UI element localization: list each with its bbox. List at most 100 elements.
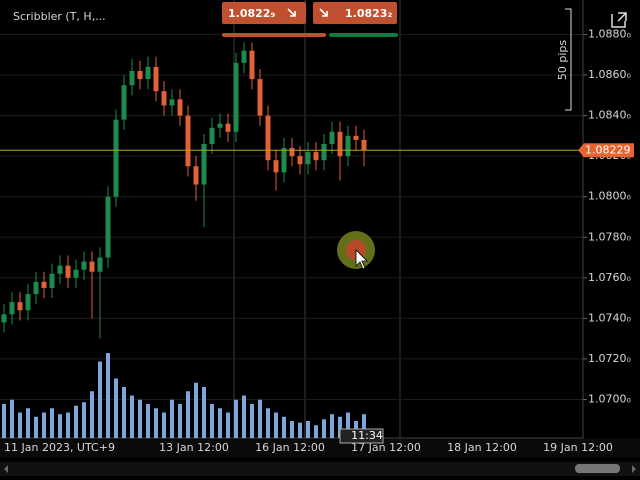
volume-bar (34, 416, 38, 438)
candle-body (25, 294, 31, 311)
y-tick-label: 1.0880₀ (588, 27, 631, 40)
candle-body (129, 70, 135, 86)
volume-bar (282, 416, 286, 438)
candle-body (65, 265, 71, 278)
candle-body (145, 66, 151, 80)
candle-body (273, 160, 279, 173)
mouse-pointer (355, 249, 368, 270)
candle-body (297, 156, 303, 165)
y-tick-label: 1.0760₀ (588, 271, 631, 284)
volume-bar (186, 391, 190, 438)
x-tick-label: 11 Jan 2023, UTC+9 (4, 441, 115, 454)
volume-bar (338, 416, 342, 438)
candle-body (177, 99, 183, 116)
volume-bar (26, 408, 30, 438)
candle-body (289, 148, 295, 157)
sell-button-bg[interactable] (222, 2, 306, 24)
y-tick-label: 1.0700₀ (588, 392, 631, 405)
sell-price[interactable]: 1.0822₉ (228, 7, 275, 20)
volume-bar (170, 399, 174, 438)
scroll-left[interactable] (4, 465, 8, 473)
volume-bar (194, 382, 198, 438)
candle-body (265, 115, 271, 161)
volume-bar (42, 412, 46, 438)
popout-button[interactable] (611, 12, 627, 28)
volume-bar (346, 412, 350, 438)
candle-body (121, 85, 127, 120)
candle-body (217, 123, 223, 128)
candle-body (257, 79, 263, 116)
sell-button[interactable]: 1.0822₉ (222, 2, 306, 24)
candle-body (57, 265, 63, 274)
volume-bar (234, 399, 238, 438)
volume-bar (18, 412, 22, 438)
volume-bar (362, 414, 366, 438)
volume-bar (82, 402, 86, 438)
volume-bar (226, 412, 230, 438)
candle-body (345, 135, 351, 157)
x-tick-label: 17 Jan 12:00 (351, 441, 421, 454)
time-axis (0, 438, 640, 458)
candle-body (41, 281, 47, 288)
candle-body (105, 196, 111, 258)
crosshair-time: 11:34 (351, 429, 383, 442)
x-tick-label: 19 Jan 12:00 (543, 441, 613, 454)
volume-bar (50, 408, 54, 438)
volume-bar (74, 405, 78, 438)
y-tick-label: 1.0800₀ (588, 190, 631, 203)
buy-sentiment (329, 33, 398, 37)
volume-bar (146, 404, 150, 438)
y-tick-label: 1.0840₀ (588, 109, 631, 122)
volume-bar (162, 412, 166, 438)
candle-body (33, 281, 39, 295)
candle-body (9, 302, 15, 315)
candle-body (233, 62, 239, 132)
range-bracket (565, 8, 572, 111)
volume-bar (114, 378, 118, 438)
candle-body (337, 131, 343, 157)
x-tick-label: 18 Jan 12:00 (447, 441, 517, 454)
volume-bar (322, 419, 326, 438)
candle-body (137, 70, 143, 80)
volume-bar (138, 399, 142, 438)
volume-bar (202, 387, 206, 438)
candle-body (201, 143, 207, 185)
volume-bar (130, 395, 134, 438)
popout-icon[interactable] (611, 12, 627, 28)
volume-bar (266, 408, 270, 438)
scroll-right[interactable] (632, 465, 636, 473)
volume-bar (58, 414, 62, 438)
price-tag (578, 143, 634, 158)
volume-bar (90, 391, 94, 438)
volume-bar (154, 408, 158, 438)
volume-bar (98, 361, 102, 438)
candle-body (1, 314, 7, 323)
y-tick-label: 1.0740₀ (588, 311, 631, 324)
buy-button[interactable]: 1.0823₂ (313, 2, 397, 24)
range-label: 50 pips (556, 40, 569, 81)
volume-bar (218, 408, 222, 438)
volume-bar (306, 421, 310, 438)
candle-body (329, 131, 335, 144)
crosshair-time-box (339, 428, 384, 444)
volume-bar (274, 412, 278, 438)
scrollbar[interactable] (0, 462, 640, 476)
candle-body (313, 152, 319, 161)
scroll-thumb[interactable] (575, 464, 620, 473)
candle-body (73, 269, 79, 278)
volume-bar (66, 412, 70, 438)
volume-bar (250, 404, 254, 438)
volume-bar (178, 404, 182, 438)
buy-price[interactable]: 1.0823₂ (345, 7, 392, 20)
candle-body (185, 115, 191, 167)
candle-body (321, 143, 327, 161)
volume-bar (242, 395, 246, 438)
volume-bar (106, 353, 110, 438)
buy-button-bg[interactable] (313, 2, 397, 24)
volume-bar (314, 425, 318, 438)
candle-body (49, 273, 55, 288)
candle-body (81, 261, 87, 270)
indicator-title: Scribbler (T, H,... (13, 10, 106, 23)
